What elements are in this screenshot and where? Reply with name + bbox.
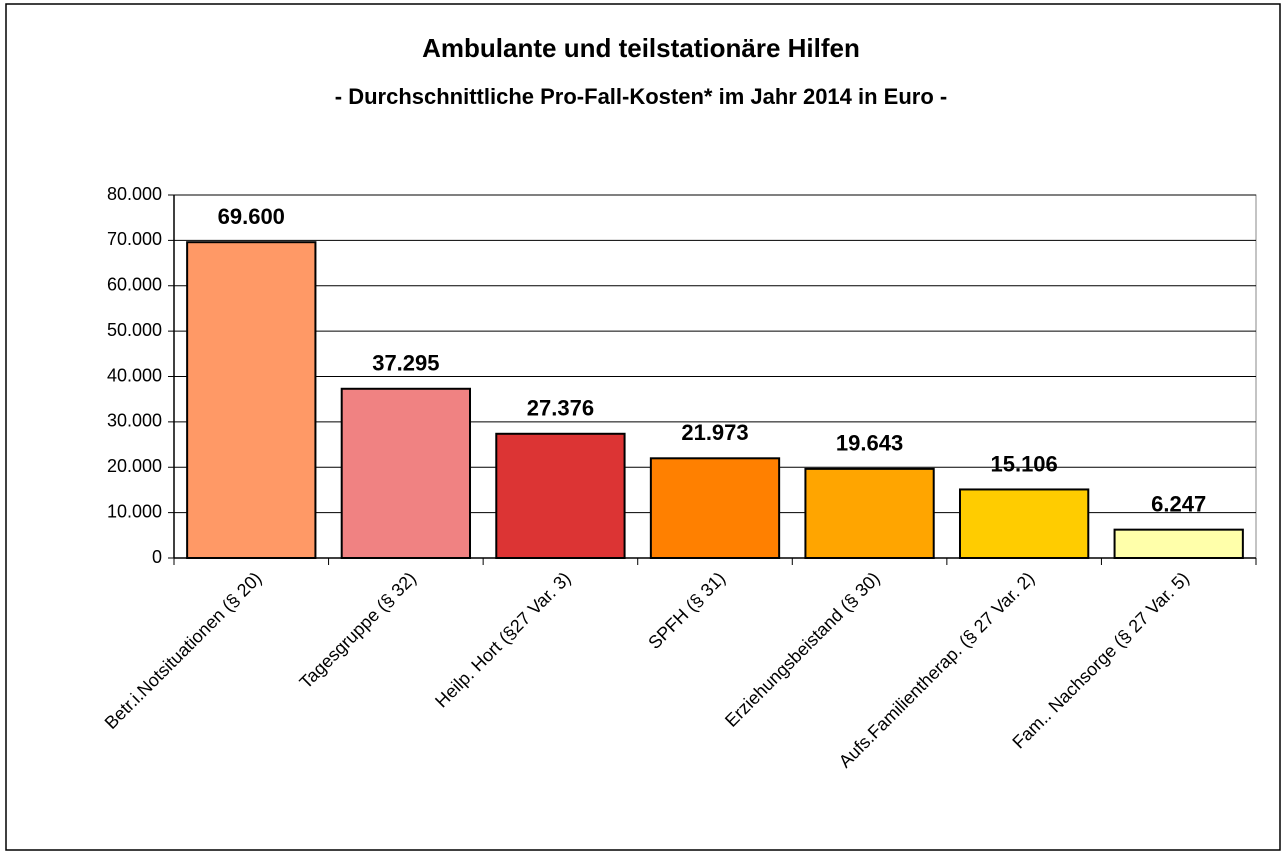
y-tick-label: 60.000 xyxy=(107,275,162,295)
bar xyxy=(186,241,317,559)
bar xyxy=(340,387,472,559)
bar xyxy=(958,488,1090,559)
value-label: 15.106 xyxy=(990,451,1057,476)
value-label: 37.295 xyxy=(372,351,439,376)
value-label: 19.643 xyxy=(836,431,903,456)
y-tick-label: 40.000 xyxy=(107,365,162,385)
chart-subtitle: - Durchschnittliche Pro-Fall-Kosten* im … xyxy=(335,84,947,109)
bar xyxy=(495,432,626,559)
bar xyxy=(804,467,935,559)
y-tick-label: 80.000 xyxy=(107,184,162,204)
y-tick-label: 50.000 xyxy=(107,320,162,340)
value-label: 69.600 xyxy=(218,204,285,229)
bar xyxy=(1113,528,1244,559)
chart-title: Ambulante und teilstationäre Hilfen xyxy=(422,33,860,63)
y-tick-label: 30.000 xyxy=(107,411,162,431)
y-tick-label: 20.000 xyxy=(107,456,162,476)
y-tick-label: 10.000 xyxy=(107,501,162,521)
y-tick-label: 70.000 xyxy=(107,229,162,249)
value-label: 6.247 xyxy=(1151,491,1206,516)
bar xyxy=(649,457,781,559)
value-label: 27.376 xyxy=(527,396,594,421)
value-label: 21.973 xyxy=(681,420,748,445)
y-tick-label: 0 xyxy=(152,547,162,567)
